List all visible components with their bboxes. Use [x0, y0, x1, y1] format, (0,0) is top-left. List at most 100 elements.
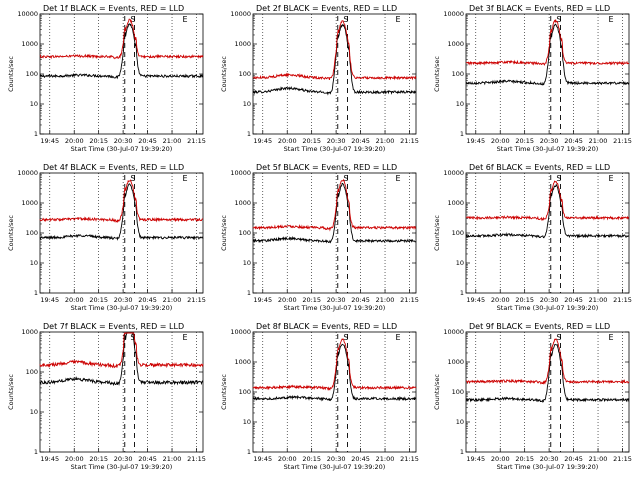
- x-tick-label: 20:15: [89, 137, 108, 145]
- y-tick-label: 1000: [447, 40, 464, 48]
- y-tick-label: 100: [452, 229, 464, 237]
- x-tick-label: 21:15: [187, 455, 206, 463]
- y-axis-label: Counts/sec: [433, 56, 441, 92]
- series-line-events: [39, 23, 204, 80]
- plot-frame: [465, 13, 630, 135]
- y-tick-label: 1: [460, 130, 464, 138]
- x-tick-label: 21:15: [400, 455, 419, 463]
- panel-title: Det 1f BLACK = Events, RED = LLD: [43, 4, 184, 13]
- marker-label: S: [556, 174, 561, 183]
- marker-label: E: [609, 15, 614, 24]
- detector-panel: Det 4f BLACK = Events, RED = LLD 1 10 100 10…: [7, 163, 206, 312]
- y-axis-label: Counts/sec: [7, 215, 15, 251]
- y-tick-label: 10000: [443, 328, 464, 336]
- series-line-lld: [465, 338, 630, 385]
- x-tick-label: 21:15: [400, 137, 419, 145]
- y-tick-label: 10: [30, 408, 38, 416]
- panel-title: Det 5f BLACK = Events, RED = LLD: [256, 163, 397, 172]
- y-tick-label: 1: [247, 448, 251, 456]
- x-tick-label: 20:30: [114, 137, 133, 145]
- x-tick-label: 21:15: [613, 296, 632, 304]
- y-tick-label: 100: [452, 70, 464, 78]
- series-line-events: [252, 24, 417, 96]
- plot-frame: [252, 331, 417, 453]
- x-tick-label: 20:45: [351, 296, 370, 304]
- x-tick-label: 20:15: [515, 137, 534, 145]
- y-axis-label: Counts/sec: [433, 215, 441, 251]
- x-tick-label: 20:00: [491, 455, 510, 463]
- series-line-lld: [39, 18, 204, 60]
- detector-panel: Det 7f BLACK = Events, RED = LLD 1 10 100 10…: [7, 322, 206, 471]
- y-axis-label: Counts/sec: [433, 374, 441, 410]
- y-tick-label: 1000: [234, 358, 251, 366]
- plot-frame: [252, 172, 417, 294]
- x-tick-label: 19:45: [253, 137, 272, 145]
- series-line-lld: [465, 19, 630, 66]
- x-tick-label: 21:15: [613, 455, 632, 463]
- marker-label: S: [556, 333, 561, 342]
- panel-title: Det 2f BLACK = Events, RED = LLD: [256, 4, 397, 13]
- x-axis-label: Start Time (30-Jul-07 19:39:20): [497, 145, 599, 153]
- panel-title: Det 8f BLACK = Events, RED = LLD: [256, 322, 397, 331]
- series-line-events: [465, 183, 630, 239]
- x-axis-label: Start Time (30-Jul-07 19:39:20): [284, 463, 386, 471]
- series-line-events: [39, 332, 203, 387]
- x-tick-label: 21:00: [589, 455, 608, 463]
- x-tick-label: 21:00: [376, 296, 395, 304]
- x-axis-label: Start Time (30-Jul-07 19:39:20): [71, 463, 173, 471]
- y-tick-label: 10000: [443, 169, 464, 177]
- y-tick-label: 1: [34, 448, 38, 456]
- y-tick-label: 100: [26, 229, 38, 237]
- y-tick-label: 10: [30, 100, 38, 108]
- x-tick-label: 20:00: [278, 137, 297, 145]
- marker-label: E: [609, 333, 614, 342]
- x-tick-label: 20:45: [138, 455, 157, 463]
- marker-label: E: [396, 15, 401, 24]
- x-tick-label: 20:45: [564, 296, 583, 304]
- panel-title: Det 9f BLACK = Events, RED = LLD: [469, 322, 610, 331]
- x-tick-label: 20:45: [564, 455, 583, 463]
- x-tick-label: 20:30: [114, 296, 133, 304]
- y-tick-label: 1: [247, 289, 251, 297]
- x-tick-label: 21:00: [376, 137, 395, 145]
- x-tick-label: 21:00: [589, 296, 608, 304]
- y-tick-label: 1000: [447, 358, 464, 366]
- x-tick-label: 20:30: [327, 137, 346, 145]
- y-tick-label: 1000: [234, 40, 251, 48]
- y-tick-label: 100: [452, 388, 464, 396]
- x-tick-label: 21:15: [187, 296, 206, 304]
- plot-frame: [39, 331, 204, 453]
- marker-label: S: [556, 15, 561, 24]
- y-axis-label: Counts/sec: [7, 56, 15, 92]
- x-tick-label: 20:15: [515, 455, 534, 463]
- marker-label: E: [396, 174, 401, 183]
- x-tick-label: 21:15: [400, 296, 419, 304]
- x-tick-label: 20:15: [89, 296, 108, 304]
- x-tick-label: 21:00: [163, 137, 182, 145]
- x-tick-label: 20:00: [278, 296, 297, 304]
- y-tick-label: 1000: [21, 328, 38, 336]
- panel-title: Det 7f BLACK = Events, RED = LLD: [43, 322, 184, 331]
- y-axis-label: Counts/sec: [220, 56, 228, 92]
- x-tick-label: 20:15: [302, 137, 321, 145]
- x-tick-label: 20:00: [491, 137, 510, 145]
- x-tick-label: 21:00: [376, 455, 395, 463]
- y-tick-label: 1: [247, 130, 251, 138]
- y-tick-label: 10: [243, 259, 251, 267]
- series-line-lld: [39, 179, 204, 223]
- x-tick-label: 21:00: [163, 296, 182, 304]
- marker-label: S: [343, 174, 348, 183]
- y-tick-label: 100: [26, 70, 38, 78]
- y-tick-label: 10000: [230, 10, 251, 18]
- detector-panel: Det 5f BLACK = Events, RED = LLD 1 10 100 10…: [220, 163, 419, 312]
- x-axis-label: Start Time (30-Jul-07 19:39:20): [497, 463, 599, 471]
- y-tick-label: 10: [456, 259, 464, 267]
- y-tick-label: 1000: [447, 199, 464, 207]
- y-tick-label: 100: [239, 388, 251, 396]
- y-tick-label: 1000: [21, 40, 38, 48]
- x-tick-label: 20:30: [327, 455, 346, 463]
- y-tick-label: 10000: [17, 10, 38, 18]
- series-line-lld: [39, 332, 204, 369]
- x-tick-label: 19:45: [40, 455, 59, 463]
- x-tick-label: 21:00: [589, 137, 608, 145]
